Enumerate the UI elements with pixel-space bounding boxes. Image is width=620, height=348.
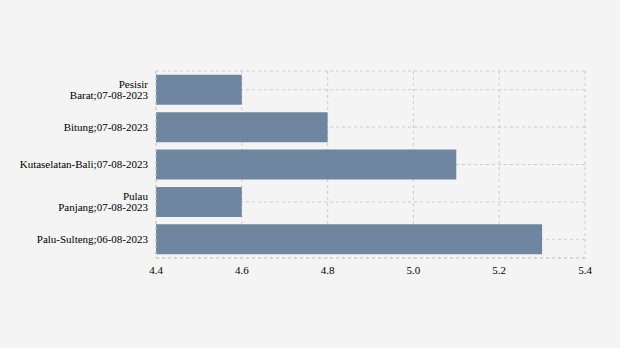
svg-text:Palu-Sulteng;06-08-2023: Palu-Sulteng;06-08-2023 <box>37 233 149 245</box>
svg-text:PesisirBarat;07-08-2023: PesisirBarat;07-08-2023 <box>70 78 149 101</box>
svg-text:4.6: 4.6 <box>235 264 249 276</box>
svg-text:5.0: 5.0 <box>407 264 421 276</box>
svg-text:PulauPanjang;07-08-2023: PulauPanjang;07-08-2023 <box>58 190 148 213</box>
svg-text:Kutaselatan-Bali;07-08-2023: Kutaselatan-Bali;07-08-2023 <box>20 158 149 170</box>
svg-text:4.8: 4.8 <box>321 264 335 276</box>
svg-text:5.2: 5.2 <box>492 264 506 276</box>
svg-text:4.4: 4.4 <box>149 264 163 276</box>
svg-text:5.4: 5.4 <box>578 264 592 276</box>
svg-text:Bitung;07-08-2023: Bitung;07-08-2023 <box>64 121 149 133</box>
